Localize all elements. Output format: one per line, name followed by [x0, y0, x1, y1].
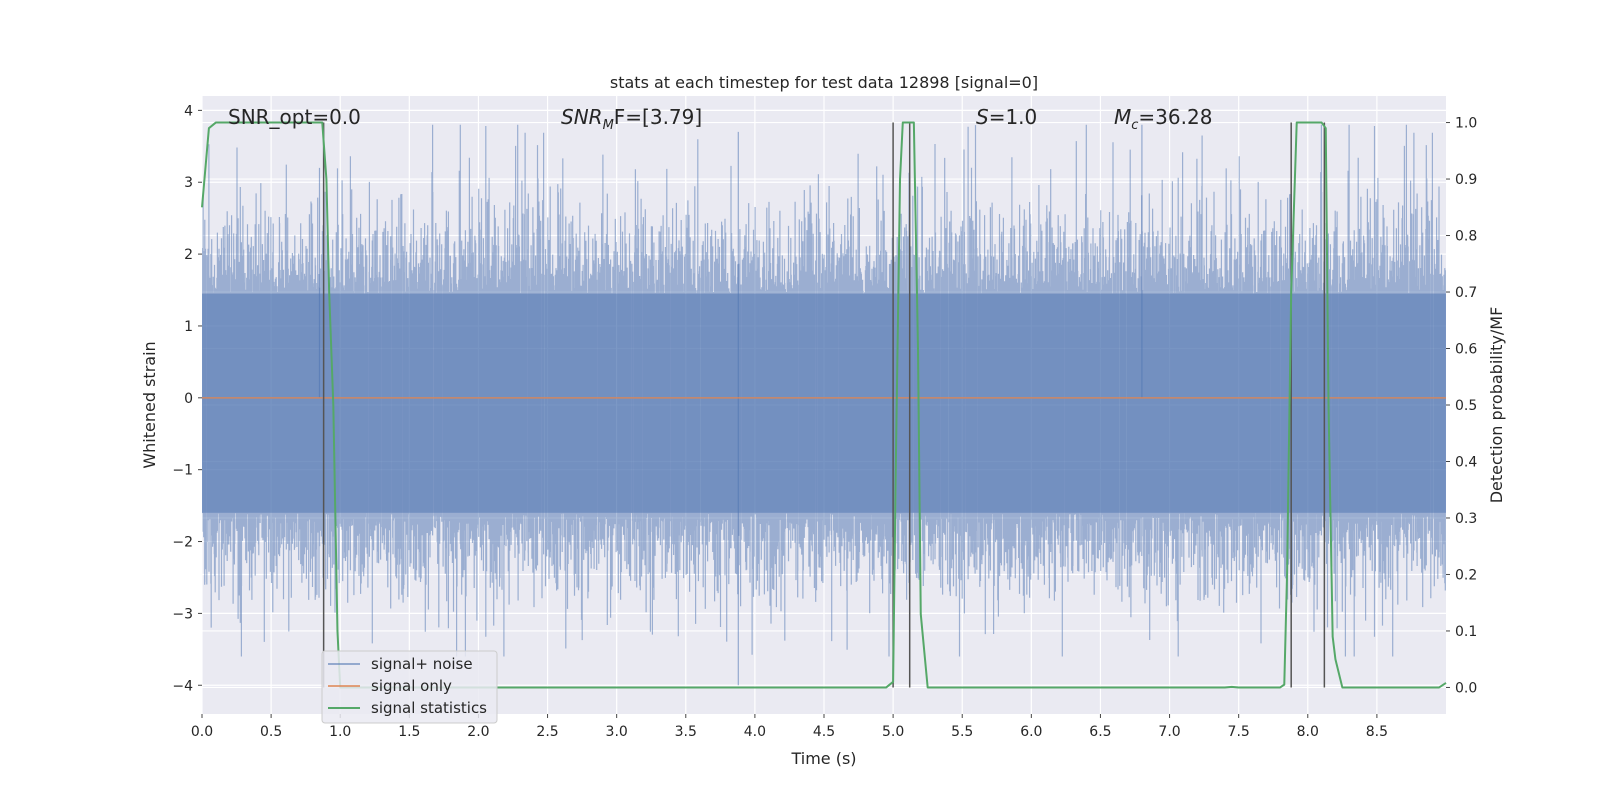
x-tick-label: 1.5	[398, 724, 420, 740]
annotation-mc-base: M	[1114, 105, 1131, 129]
y-tick-label: −1	[172, 463, 193, 479]
x-tick-label: 4.5	[813, 724, 835, 740]
annotation-snr-mf: SNRMF=[3.79]	[561, 105, 702, 133]
x-tick-label: 1.0	[329, 724, 351, 740]
x-tick-label: 8.0	[1297, 724, 1319, 740]
x-tick-label: 8.5	[1366, 724, 1388, 740]
vertical-markers	[322, 122, 1326, 688]
x-tick-label: 6.0	[1020, 724, 1042, 740]
x-tick-label: 7.5	[1228, 724, 1250, 740]
annotation-s-rest: =1.0	[989, 105, 1038, 129]
annotation-snr-mf-rest: F=[3.79]	[614, 105, 702, 129]
x-tick-label: 3.5	[675, 724, 697, 740]
annotation-snr-mf-base: SNR	[561, 105, 603, 129]
y2-tick-label: 0.4	[1455, 454, 1477, 470]
y2-tick-label: 0.2	[1455, 567, 1477, 583]
y2-tick-label: 0.6	[1455, 342, 1477, 358]
y2-tick-label: 0.0	[1455, 680, 1477, 696]
y2-tick-label: 0.1	[1455, 624, 1477, 640]
series-signal-statistics	[201, 121, 1447, 689]
x-tick-label: 5.5	[951, 724, 973, 740]
x-tick-label: 2.5	[536, 724, 558, 740]
y-tick-label: −3	[172, 606, 193, 622]
y-tick-label: −2	[172, 535, 193, 551]
annotation-snr-opt: SNR_opt=0.0	[228, 105, 361, 129]
legend: signal+ noise signal only signal statist…	[321, 650, 498, 724]
y-tick-label: 2	[184, 247, 193, 263]
legend-box	[321, 650, 498, 724]
chart-title: stats at each timestep for test data 128…	[610, 73, 1038, 92]
x-tick-label: 2.0	[467, 724, 489, 740]
x-tick-label: 0.0	[191, 724, 213, 740]
legend-label-stats: signal statistics	[371, 699, 487, 717]
legend-label-noise: signal+ noise	[371, 655, 473, 673]
series-signal-noise	[202, 124, 1446, 686]
y-tick-label: 1	[184, 319, 193, 335]
annotation-snr-mf-sub: M	[603, 118, 614, 133]
x-tick-label: 7.0	[1158, 724, 1180, 740]
signal-statistics-line	[201, 121, 1447, 689]
x-tick-label: 5.0	[882, 724, 904, 740]
annotation-mc-rest: =36.28	[1138, 105, 1212, 129]
legend-label-signal: signal only	[371, 677, 452, 695]
y-axis-label: Whitened strain	[140, 341, 159, 468]
x-tick-label: 0.5	[260, 724, 282, 740]
axes: 0.0 0.5 1.0 1.5 2.0 2.5 3.0 3.5 4.0 4.5 5.0 5.5 6.0 6…	[172, 103, 1477, 740]
x-tick-label: 3.0	[606, 724, 628, 740]
y-tick-label: 3	[184, 175, 193, 191]
x-tick-label: 6.5	[1089, 724, 1111, 740]
y2-tick-label: 0.9	[1455, 172, 1477, 188]
y2-tick-label: 1.0	[1455, 116, 1477, 132]
annotation-s: S=1.0	[976, 105, 1037, 129]
annotation-s-var: S	[976, 105, 989, 129]
y-tick-label: 4	[184, 103, 193, 119]
y2-tick-label: 0.3	[1455, 511, 1477, 527]
y-tick-label: −4	[172, 678, 193, 694]
x-tick-label: 4.0	[744, 724, 766, 740]
y2-tick-label: 0.8	[1455, 229, 1477, 245]
annotation-mc: Mc=36.28	[1114, 105, 1212, 133]
y-tick-label: 0	[184, 391, 193, 407]
annotation-mc-sub: c	[1131, 118, 1138, 133]
x-axis-label: Time (s)	[790, 749, 856, 768]
y2-tick-label: 0.5	[1455, 398, 1477, 414]
y2-tick-label: 0.7	[1455, 285, 1477, 301]
y2-axis-label: Detection probability/MF	[1487, 307, 1506, 504]
